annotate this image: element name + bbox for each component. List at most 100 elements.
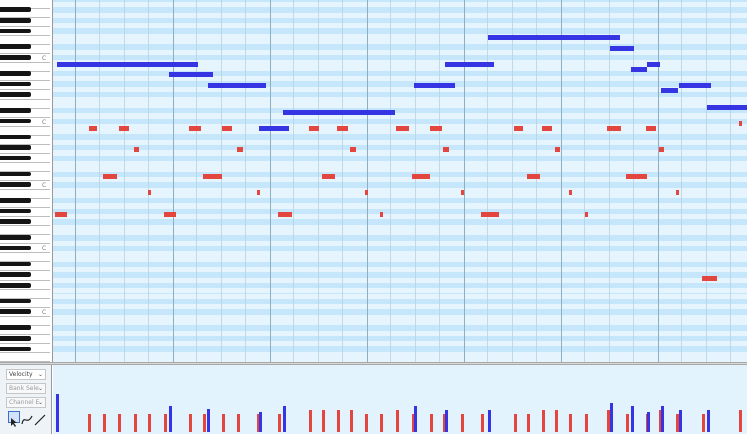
accompaniment-velocity-bar[interactable] (148, 414, 151, 432)
accompaniment-note[interactable] (55, 212, 67, 217)
accompaniment-velocity-bar[interactable] (222, 414, 225, 432)
white-key[interactable] (0, 163, 50, 172)
accompaniment-note[interactable] (134, 147, 139, 152)
accompaniment-velocity-bar[interactable] (585, 414, 588, 432)
white-key[interactable] (0, 172, 50, 181)
accompaniment-velocity-bar[interactable] (88, 414, 91, 432)
white-key[interactable] (0, 226, 50, 236)
accompaniment-note[interactable] (89, 126, 97, 131)
accompaniment-velocity-bar[interactable] (555, 410, 558, 432)
melody-velocity-bar[interactable] (631, 406, 634, 432)
white-key[interactable] (0, 72, 50, 82)
melody-note[interactable] (610, 46, 634, 51)
white-key[interactable] (0, 181, 50, 191)
melody-velocity-bar[interactable] (414, 406, 417, 432)
accompaniment-note[interactable] (380, 212, 383, 217)
black-key[interactable] (0, 92, 31, 97)
accompaniment-velocity-bar[interactable] (278, 414, 281, 432)
accompaniment-note[interactable] (278, 212, 292, 217)
black-key[interactable] (0, 7, 31, 12)
white-key[interactable] (0, 308, 50, 317)
accompaniment-note[interactable] (646, 126, 656, 131)
white-key[interactable] (0, 109, 50, 118)
accompaniment-note[interactable] (350, 147, 356, 152)
white-key[interactable] (0, 91, 50, 100)
black-key[interactable] (0, 208, 31, 214)
white-key[interactable] (0, 9, 50, 19)
accompaniment-velocity-bar[interactable] (164, 414, 167, 432)
melody-velocity-bar[interactable] (488, 410, 491, 432)
lane-divider[interactable] (0, 362, 747, 365)
bank-select[interactable]: Bank Sele ⌄ (6, 383, 46, 394)
accompaniment-velocity-bar[interactable] (257, 414, 260, 432)
melody-note[interactable] (707, 105, 747, 110)
pointer-tool-button[interactable] (8, 411, 20, 427)
white-key[interactable] (0, 344, 50, 353)
melody-note[interactable] (259, 126, 289, 131)
melody-note[interactable] (661, 88, 678, 93)
black-key[interactable] (0, 346, 31, 352)
accompaniment-note[interactable] (412, 174, 430, 179)
melody-note[interactable] (169, 72, 213, 77)
accompaniment-velocity-bar[interactable] (365, 414, 368, 432)
accompaniment-velocity-bar[interactable] (322, 410, 325, 432)
accompaniment-note[interactable] (527, 174, 540, 179)
black-key[interactable] (0, 272, 31, 277)
melody-velocity-bar[interactable] (207, 409, 210, 432)
white-key[interactable] (0, 154, 50, 163)
accompaniment-velocity-bar[interactable] (337, 410, 340, 432)
accompaniment-note[interactable] (739, 121, 742, 126)
accompaniment-note[interactable] (337, 126, 348, 131)
white-key[interactable] (0, 272, 50, 281)
accompaniment-note[interactable] (461, 190, 464, 195)
accompaniment-note[interactable] (189, 126, 201, 131)
black-key[interactable] (0, 182, 31, 187)
accompaniment-note[interactable] (430, 126, 442, 131)
accompaniment-note[interactable] (443, 147, 449, 152)
melody-velocity-bar[interactable] (679, 410, 682, 432)
accompaniment-velocity-bar[interactable] (626, 414, 629, 432)
melody-velocity-bar[interactable] (647, 412, 650, 432)
black-key[interactable] (0, 335, 31, 341)
white-key[interactable] (0, 81, 50, 91)
black-key[interactable] (0, 309, 31, 315)
black-key[interactable] (0, 108, 31, 113)
accompaniment-velocity-bar[interactable] (514, 414, 517, 432)
melody-note[interactable] (647, 62, 660, 67)
accompaniment-note[interactable] (702, 276, 717, 281)
black-key[interactable] (0, 198, 31, 203)
controller-select[interactable]: Velocity ⌄ (6, 369, 46, 380)
accompaniment-velocity-bar[interactable] (412, 414, 415, 432)
white-key[interactable] (0, 326, 50, 335)
white-key[interactable] (0, 199, 50, 209)
black-key[interactable] (0, 325, 31, 330)
black-key[interactable] (0, 55, 31, 60)
white-key[interactable] (0, 235, 50, 245)
black-key[interactable] (0, 17, 31, 23)
black-key[interactable] (0, 245, 31, 251)
accompaniment-note[interactable] (309, 126, 319, 131)
white-key[interactable] (0, 353, 50, 362)
melody-note[interactable] (57, 62, 198, 67)
note-grid[interactable] (53, 0, 747, 362)
accompaniment-velocity-bar[interactable] (481, 414, 484, 432)
black-key[interactable] (0, 145, 31, 150)
accompaniment-note[interactable] (222, 126, 232, 131)
white-key[interactable] (0, 54, 50, 64)
black-key[interactable] (0, 134, 31, 140)
melody-note[interactable] (445, 62, 494, 67)
white-key[interactable] (0, 281, 50, 290)
white-key[interactable] (0, 136, 50, 145)
accompaniment-velocity-bar[interactable] (118, 414, 121, 432)
accompaniment-note[interactable] (237, 147, 243, 152)
channel-select[interactable]: Channel E ⌄ (6, 397, 46, 408)
melody-note[interactable] (679, 83, 711, 88)
accompaniment-note[interactable] (676, 190, 679, 195)
accompaniment-note[interactable] (322, 174, 335, 179)
accompaniment-velocity-bar[interactable] (676, 414, 679, 432)
accompaniment-note[interactable] (119, 126, 129, 131)
white-key[interactable] (0, 317, 50, 326)
black-key[interactable] (0, 282, 31, 288)
accompaniment-velocity-bar[interactable] (461, 414, 464, 432)
white-key[interactable] (0, 290, 50, 299)
